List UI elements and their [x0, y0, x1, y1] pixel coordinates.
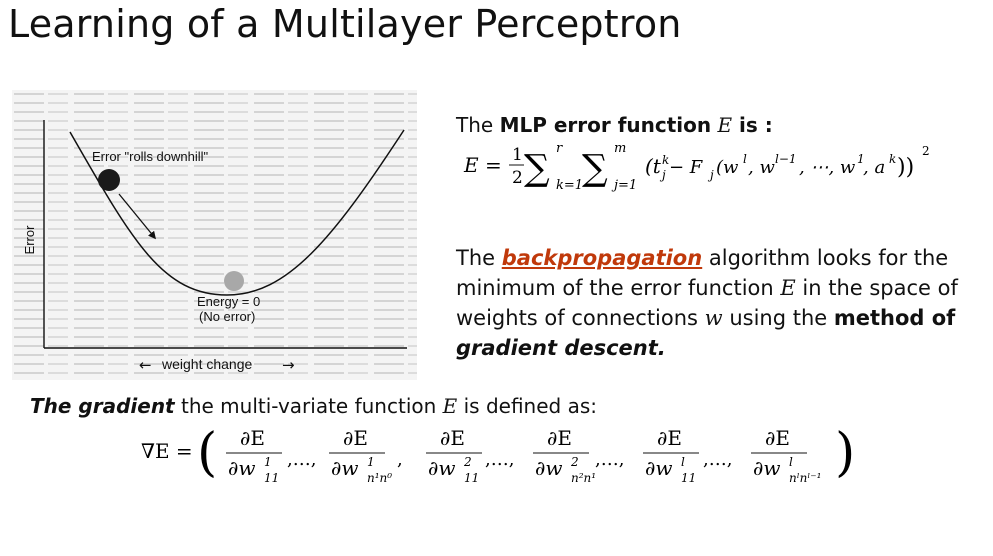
eq-dots: , ⋯, w	[799, 157, 856, 178]
grad-open-paren: (	[197, 423, 217, 483]
gradient-equation: ∇E = ( ) ∂E ∂w 1 11 ∂E ∂w 1 n¹n⁰ ∂E ∂w 2 11 ∂E ∂w 2 n²n…	[135, 420, 865, 505]
grad-separator-4: ,…,	[703, 449, 732, 470]
eq-a: , a	[863, 157, 885, 178]
eq-minus-F: − F	[669, 157, 704, 178]
eq-sup-l1: l−1	[775, 152, 797, 166]
slide-title: Learning of a Multilayer Perceptron	[8, 2, 682, 46]
ball-annotation: Error "rolls downhill"	[92, 149, 209, 164]
bp-t3: in the space of weights of connections	[456, 276, 958, 330]
mlp-error-equation: E = 1 2 ∑ r k=1 ∑ m j=1 (t k j − F j (w …	[462, 137, 942, 202]
grad-lhs: ∇E =	[141, 439, 193, 463]
bp-E: E	[780, 276, 796, 300]
eq-sum-2-upper: m	[614, 141, 626, 156]
grad-numerator-0: ∂E	[240, 426, 265, 450]
grad-numerator-3: ∂E	[547, 426, 572, 450]
eq-t-sub: j	[659, 168, 666, 182]
bp-t4: using the	[722, 306, 834, 330]
grad-denominator-0: ∂w	[228, 456, 255, 480]
gradient-end: is defined as:	[457, 394, 598, 418]
error-surface-svg: Error "rolls downhill" Energy = 0 (No er…	[12, 90, 417, 380]
eq-sum-1: ∑	[524, 148, 550, 189]
bp-w: w	[704, 306, 723, 330]
x-axis-left-arrow: ←	[139, 356, 152, 374]
grad-separator-1: ,	[397, 449, 403, 470]
grad-denominator-2: ∂w	[428, 456, 455, 480]
eq-square: 2	[922, 144, 930, 158]
grad-denominator-sup-0: 1	[264, 455, 272, 469]
eq-frac-num: 1	[512, 145, 523, 165]
error-curve	[69, 129, 405, 296]
grad-separator-3: ,…,	[595, 449, 624, 470]
bp-t2: algorithm looks for the minimum of the e…	[456, 246, 949, 300]
grad-denominator-4: ∂w	[645, 456, 672, 480]
grad-denominator-3: ∂w	[535, 456, 562, 480]
grad-denominator-sub-0: 11	[264, 471, 279, 485]
minimum-ball-light	[224, 271, 244, 291]
eq-close: ))	[897, 155, 914, 180]
grad-denominator-1: ∂w	[331, 456, 358, 480]
bleed-through-text	[12, 90, 417, 380]
grad-denominator-sup-5: l	[789, 455, 793, 469]
backprop-paragraph: The backpropagation algorithm looks for …	[456, 243, 966, 363]
eq-t-sup: k	[662, 153, 669, 167]
bp-bold: method of	[833, 306, 956, 330]
eq-sum-1-lower: k=1	[556, 178, 583, 193]
grad-denominator-sup-4: l	[681, 455, 685, 469]
grad-denominator-sub-5: nˡnˡ⁻¹	[789, 471, 821, 485]
grad-close-paren: )	[835, 423, 855, 483]
mlp-error-symbol: E	[717, 113, 733, 137]
grad-denominator-sup-2: 2	[463, 455, 472, 469]
eq-t: (t	[645, 154, 662, 178]
grad-denominator-sup-3: 2	[570, 455, 579, 469]
eq-sup-k: k	[889, 152, 896, 166]
error-surface-figure: Error "rolls downhill" Energy = 0 (No er…	[12, 90, 417, 380]
grad-denominator-5: ∂w	[753, 456, 780, 480]
gradient-lead: The gradient	[30, 394, 175, 418]
mlp-error-bold: MLP error function	[499, 113, 712, 137]
eq-sum-1-upper: r	[556, 141, 563, 156]
mlp-error-suffix: is :	[732, 113, 773, 137]
eq-sup-l: l	[743, 152, 747, 166]
grad-numerator-1: ∂E	[343, 426, 368, 450]
eq-frac-den: 2	[512, 168, 523, 188]
grad-denominator-sub-2: 11	[464, 471, 479, 485]
error-ball-dark	[98, 169, 120, 191]
grad-numerator-5: ∂E	[765, 426, 790, 450]
grad-numerator-4: ∂E	[657, 426, 682, 450]
eq-sum-2-lower: j=1	[611, 178, 637, 193]
x-axis-right-arrow: →	[282, 356, 295, 374]
minimum-annotation-line1: Energy = 0	[197, 294, 260, 309]
grad-denominator-sup-1: 1	[367, 455, 375, 469]
eq-F-sub: j	[707, 168, 714, 182]
y-axis-label: Error	[22, 225, 37, 255]
grad-denominator-sub-3: n²n¹	[571, 471, 596, 485]
gradient-definition: The gradient the multi-variate function …	[30, 394, 597, 418]
bp-t1: The	[456, 246, 502, 270]
eq-args-rest: , w	[748, 157, 775, 178]
bp-bolditalic: gradient descent.	[456, 336, 666, 360]
grad-denominator-sub-4: 11	[681, 471, 696, 485]
mlp-error-prefix: The	[456, 113, 500, 137]
gradient-rest: the multi-variate function	[174, 394, 443, 418]
eq-lhs: E =	[463, 153, 502, 177]
grad-separator-0: ,…,	[287, 449, 316, 470]
grad-numerator-2: ∂E	[440, 426, 465, 450]
eq-args: (w	[716, 157, 739, 178]
downhill-arrow	[118, 193, 156, 240]
mlp-error-heading: The MLP error function E is :	[456, 113, 773, 137]
grad-separator-2: ,…,	[485, 449, 514, 470]
minimum-annotation-line2: (No error)	[199, 309, 255, 324]
eq-sum-2: ∑	[582, 148, 608, 189]
gradient-E: E	[442, 394, 458, 418]
backpropagation-link[interactable]: backpropagation	[501, 246, 703, 270]
x-axis-label: weight change	[161, 356, 253, 372]
eq-sup-1: 1	[857, 152, 865, 166]
grad-denominator-sub-1: n¹n⁰	[367, 471, 392, 485]
